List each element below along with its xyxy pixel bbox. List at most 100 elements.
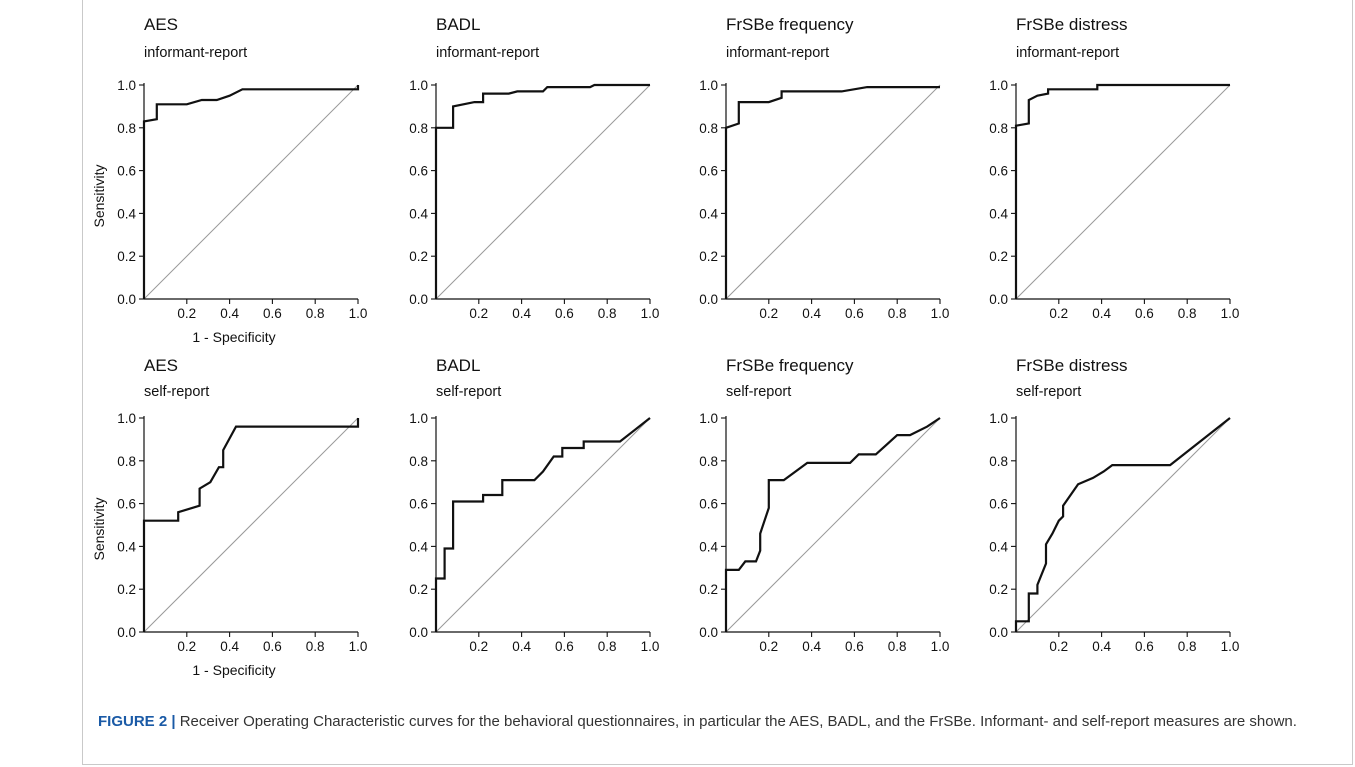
figure-frame — [82, 0, 1353, 765]
x-tick-label: 0.6 — [263, 639, 282, 654]
y-tick-label: 0.8 — [989, 454, 1008, 469]
panel-title: BADL — [436, 15, 480, 34]
panel-title: BADL — [436, 356, 480, 375]
chance-diagonal-line — [1015, 417, 1231, 633]
y-tick-label: 1.0 — [117, 411, 136, 426]
x-tick-label: 0.6 — [1135, 306, 1154, 321]
x-tick-label: 1.0 — [641, 306, 660, 321]
chance-diagonal-line — [725, 417, 941, 633]
y-axis-label: Sensitivity — [91, 164, 107, 227]
roc-panel: FrSBe frequency self-report 0.0 0.2 0.4 0.6 0.… — [699, 356, 949, 654]
x-tick-label: 0.2 — [1049, 639, 1068, 654]
y-tick-label: 0.0 — [989, 292, 1008, 307]
y-tick-label: 0.8 — [409, 454, 428, 469]
y-tick-label: 0.2 — [989, 249, 1008, 264]
x-tick-label: 0.6 — [555, 639, 574, 654]
x-tick-label: 0.8 — [306, 306, 325, 321]
y-tick-label: 0.0 — [699, 292, 718, 307]
roc-curve-line — [142, 418, 360, 632]
y-tick-label: 1.0 — [409, 78, 428, 93]
x-tick-label: 0.8 — [598, 639, 617, 654]
panel-subtitle: self-report — [436, 384, 501, 400]
panel-subtitle: self-report — [1016, 384, 1081, 400]
x-tick-label: 0.4 — [802, 639, 821, 654]
x-tick-label: 1.0 — [349, 306, 368, 321]
chance-diagonal-line — [1015, 84, 1231, 300]
roc-curve-line — [1014, 83, 1230, 299]
panel-title: FrSBe distress — [1016, 356, 1127, 375]
x-tick-label: 0.4 — [512, 639, 531, 654]
y-tick-label: 0.6 — [409, 164, 428, 179]
y-tick-label: 0.4 — [117, 539, 136, 554]
y-tick-label: 0.8 — [699, 121, 718, 136]
x-tick-label: 0.8 — [306, 639, 325, 654]
x-tick-label: 0.8 — [1178, 639, 1197, 654]
y-tick-label: 0.2 — [409, 249, 428, 264]
panel-title: FrSBe distress — [1016, 15, 1127, 34]
roc-panel: BADL informant-report 0.0 0.2 0.4 0.6 0.8 1.0 0.… — [409, 15, 659, 321]
y-tick-label: 0.8 — [117, 454, 136, 469]
roc-curve-line — [434, 83, 650, 299]
x-tick-label: 0.8 — [1178, 306, 1197, 321]
x-tick-label: 1.0 — [641, 639, 660, 654]
panel-subtitle: self-report — [144, 384, 209, 400]
y-tick-label: 0.6 — [699, 497, 718, 512]
x-tick-label: 0.2 — [469, 306, 488, 321]
x-tick-label: 0.2 — [469, 639, 488, 654]
panel-subtitle: informant-report — [144, 45, 247, 61]
x-tick-label: 0.2 — [177, 306, 196, 321]
y-tick-label: 0.6 — [989, 164, 1008, 179]
y-tick-label: 0.8 — [409, 121, 428, 136]
roc-curve-line — [724, 417, 941, 632]
x-tick-label: 0.6 — [1135, 639, 1154, 654]
x-tick-label: 0.2 — [759, 639, 778, 654]
y-tick-label: 0.4 — [699, 539, 718, 554]
y-tick-label: 0.0 — [409, 625, 428, 640]
y-tick-label: 0.0 — [699, 625, 718, 640]
panel-title: AES — [144, 356, 178, 375]
y-tick-label: 0.4 — [989, 539, 1008, 554]
chance-diagonal-line — [143, 84, 359, 300]
y-tick-label: 0.0 — [117, 292, 136, 307]
x-tick-label: 1.0 — [1221, 306, 1240, 321]
y-tick-label: 0.6 — [117, 497, 136, 512]
roc-panel: FrSBe distress informant-report 0.0 0.2 0.4 0… — [989, 15, 1239, 321]
y-tick-label: 0.6 — [409, 497, 428, 512]
x-tick-label: 0.6 — [845, 306, 864, 321]
roc-panel: BADL self-report 0.0 0.2 0.4 0.6 0.8 1.0 0.2 0.4 0… — [409, 356, 659, 654]
y-tick-label: 1.0 — [699, 411, 718, 426]
y-tick-label: 0.0 — [409, 292, 428, 307]
caption-text: Receiver Operating Characteristic curves… — [175, 713, 1297, 730]
x-tick-label: 0.4 — [1092, 306, 1111, 321]
chance-diagonal-line — [725, 84, 941, 300]
x-tick-label: 1.0 — [349, 639, 368, 654]
y-tick-label: 0.2 — [117, 249, 136, 264]
y-tick-label: 1.0 — [409, 411, 428, 426]
y-tick-label: 0.8 — [699, 454, 718, 469]
y-axis-label: Sensitivity — [91, 497, 107, 560]
panel-subtitle: informant-report — [1016, 45, 1119, 61]
x-tick-label: 1.0 — [1221, 639, 1240, 654]
y-tick-label: 0.2 — [409, 582, 428, 597]
x-axis-label: 1 - Specificity — [192, 662, 275, 678]
y-tick-label: 0.4 — [117, 206, 136, 221]
x-tick-label: 0.2 — [1049, 306, 1068, 321]
chance-diagonal-line — [435, 84, 651, 300]
x-tick-label: 0.8 — [598, 306, 617, 321]
x-tick-label: 0.8 — [888, 639, 907, 654]
y-tick-label: 0.8 — [117, 121, 136, 136]
x-tick-label: 0.4 — [220, 639, 239, 654]
panel-title: FrSBe frequency — [726, 356, 854, 375]
panel-title: FrSBe frequency — [726, 15, 854, 34]
y-tick-label: 1.0 — [699, 78, 718, 93]
x-tick-label: 0.8 — [888, 306, 907, 321]
roc-curve-line — [1014, 417, 1231, 632]
panel-title: AES — [144, 15, 178, 34]
x-tick-label: 0.6 — [263, 306, 282, 321]
x-axis-label: 1 - Specificity — [192, 329, 275, 345]
panel-subtitle: informant-report — [726, 45, 829, 61]
x-tick-label: 0.4 — [512, 306, 531, 321]
y-tick-label: 0.6 — [699, 164, 718, 179]
roc-panel: FrSBe distress self-report 0.0 0.2 0.4 0.6 0.8… — [989, 356, 1239, 654]
y-tick-label: 0.2 — [989, 582, 1008, 597]
